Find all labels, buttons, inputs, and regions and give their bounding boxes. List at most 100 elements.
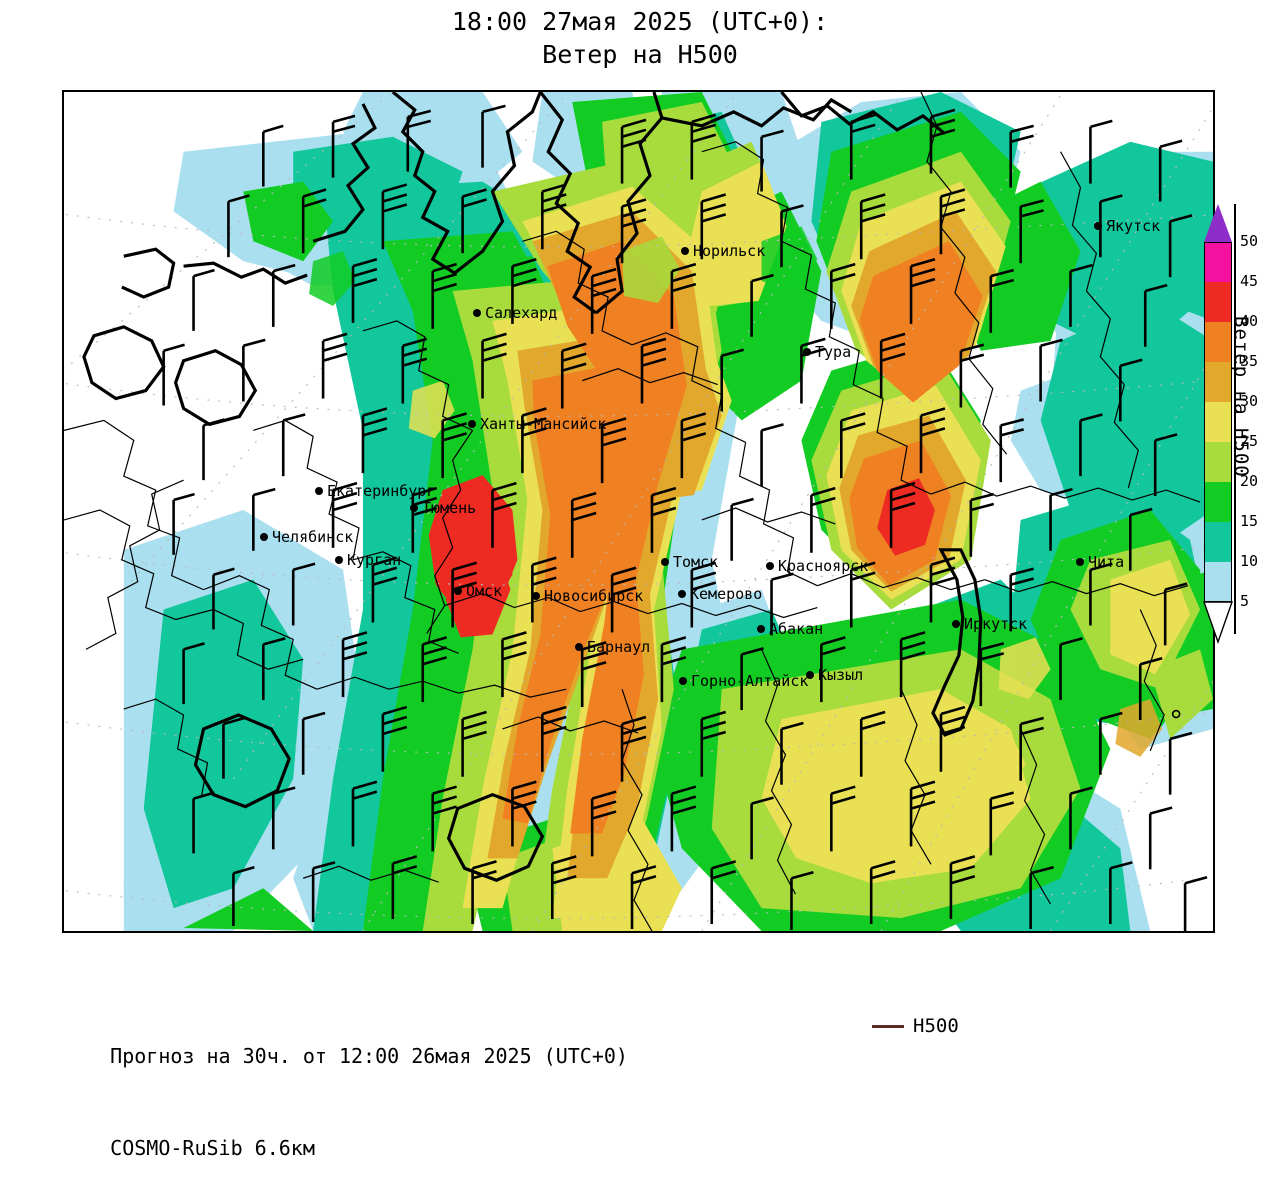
city-marker-17: Барнаул bbox=[575, 638, 650, 656]
city-dot-icon bbox=[532, 592, 540, 600]
colorbar-tick-35: 35 bbox=[1240, 352, 1259, 370]
colorbar-tick-10: 10 bbox=[1240, 552, 1259, 570]
city-dot-icon bbox=[681, 247, 689, 255]
city-marker-7: Челябинск bbox=[260, 528, 353, 546]
wind-speed-shading bbox=[123, 92, 1213, 931]
city-label: Ханты-Мансийск bbox=[480, 415, 607, 433]
city-label: Кемерово bbox=[690, 585, 763, 603]
city-dot-icon bbox=[803, 348, 811, 356]
city-label: Абакан bbox=[769, 620, 824, 638]
city-marker-5: Екатеринбург bbox=[315, 482, 435, 500]
wind-barbs bbox=[162, 104, 1208, 931]
city-dot-icon bbox=[468, 420, 476, 428]
city-dot-icon bbox=[335, 556, 343, 564]
colorbar-axis bbox=[1234, 204, 1236, 634]
colorbar-band-15-20 bbox=[1204, 482, 1232, 522]
h500-legend-label: H500 bbox=[913, 1015, 959, 1037]
footer-row-model: COSMO-RuSib 6.6км bbox=[62, 1102, 1262, 1160]
city-dot-icon bbox=[1076, 558, 1084, 566]
map-frame[interactable]: Якутск Норильск Салехард Тура Ханты-Мансийск… bbox=[62, 90, 1215, 933]
city-label: Норильск bbox=[693, 242, 766, 260]
weather-map-canvas[interactable] bbox=[64, 92, 1213, 931]
city-label: Новосибирск bbox=[544, 587, 644, 605]
city-label: Челябинск bbox=[272, 528, 354, 546]
city-dot-icon bbox=[661, 558, 669, 566]
city-marker-15: Абакан bbox=[757, 620, 823, 638]
city-dot-icon bbox=[454, 587, 462, 595]
coastline bbox=[82, 92, 983, 882]
station-marker-icon bbox=[1171, 709, 1181, 719]
colorbar-bands bbox=[1204, 242, 1232, 602]
city-dot-icon bbox=[952, 620, 960, 628]
city-marker-12: Омск bbox=[454, 582, 502, 600]
city-marker-2: Салехард bbox=[473, 304, 557, 322]
forecast-text: Прогноз на 30ч. от 12:00 26мая 2025 (UTC… bbox=[110, 1044, 628, 1068]
colorbar-tick-20: 20 bbox=[1240, 472, 1259, 490]
colorbar-band-20-25 bbox=[1204, 442, 1232, 482]
city-label: Кызыл bbox=[818, 666, 864, 684]
city-marker-10: Красноярск bbox=[766, 557, 868, 575]
colorbar-title: Ветер на H500 bbox=[1230, 316, 1252, 478]
colorbar-band-5-10 bbox=[1204, 562, 1232, 602]
colorbar-tick-25: 25 bbox=[1240, 432, 1259, 450]
colorbar-tick-45: 45 bbox=[1240, 272, 1259, 290]
title-line-datetime: 18:00 27мая 2025 (UTC+0): bbox=[451, 7, 829, 36]
city-label: Курган bbox=[347, 551, 402, 569]
city-dot-icon bbox=[766, 562, 774, 570]
colorbar-band-25-30 bbox=[1204, 402, 1232, 442]
chart-title-block: 18:00 27мая 2025 (UTC+0): Ветер на H500 bbox=[0, 6, 1280, 71]
city-dot-icon bbox=[806, 671, 814, 679]
city-label: Екатеринбург bbox=[327, 482, 436, 500]
city-dot-icon bbox=[1094, 222, 1102, 230]
city-dot-icon bbox=[260, 533, 268, 541]
city-label: Чита bbox=[1088, 553, 1125, 571]
city-dot-icon bbox=[679, 677, 687, 685]
colorbar-band-40-45 bbox=[1204, 282, 1232, 322]
colorbar-over-arrow bbox=[1204, 204, 1232, 242]
city-label: Якутск bbox=[1106, 217, 1161, 235]
colorbar-tick-30: 30 bbox=[1240, 392, 1259, 410]
city-marker-19: Кызыл bbox=[806, 666, 863, 684]
model-text: COSMO-RuSib 6.6км bbox=[110, 1136, 315, 1160]
city-label: Иркутск bbox=[964, 615, 1028, 633]
city-label: Горно-Алтайск bbox=[691, 672, 809, 690]
city-dot-icon bbox=[410, 504, 418, 512]
city-label: Салехард bbox=[485, 304, 558, 322]
colorbar-tick-50: 50 bbox=[1240, 232, 1259, 250]
city-marker-4: Ханты-Мансийск bbox=[468, 415, 606, 433]
colorbar-band-45-50 bbox=[1204, 242, 1232, 282]
city-marker-11: Чита bbox=[1076, 553, 1124, 571]
city-label: Тура bbox=[815, 343, 852, 361]
city-marker-14: Кемерово bbox=[678, 585, 762, 603]
h500-line-icon bbox=[872, 1025, 904, 1029]
city-dot-icon bbox=[757, 625, 765, 633]
city-marker-3: Тура bbox=[803, 343, 851, 361]
city-marker-1: Норильск bbox=[681, 242, 765, 260]
lat-lon-gridlines bbox=[64, 92, 1213, 931]
city-dot-icon bbox=[678, 590, 686, 598]
city-marker-18: Горно-Алтайск bbox=[679, 672, 808, 690]
footer: Прогноз на 30ч. от 12:00 26мая 2025 (UTC… bbox=[62, 948, 1262, 1163]
city-label: Красноярск bbox=[778, 557, 869, 575]
city-marker-16: Иркутск bbox=[952, 615, 1027, 633]
city-dot-icon bbox=[473, 309, 481, 317]
city-marker-13: Новосибирск bbox=[532, 587, 643, 605]
colorbar-band-35-40 bbox=[1204, 322, 1232, 362]
city-dot-icon bbox=[575, 643, 583, 651]
city-marker-8: Курган bbox=[335, 551, 401, 569]
colorbar-band-30-35 bbox=[1204, 362, 1232, 402]
title-line-variable: Ветер на H500 bbox=[542, 39, 738, 69]
footer-row-forecast: Прогноз на 30ч. от 12:00 26мая 2025 (UTC… bbox=[62, 1010, 1262, 1068]
city-dot-icon bbox=[315, 487, 323, 495]
colorbar-tick-15: 15 bbox=[1240, 512, 1259, 530]
colorbar-band-10-15 bbox=[1204, 522, 1232, 562]
city-label: Тюмень bbox=[422, 499, 477, 517]
h500-legend: H500 bbox=[872, 1012, 959, 1041]
city-marker-0: Якутск bbox=[1094, 217, 1160, 235]
city-marker-6: Тюмень bbox=[410, 499, 476, 517]
colorbar-tick-40: 40 bbox=[1240, 312, 1259, 330]
city-label: Омск bbox=[466, 582, 503, 600]
colorbar: 50 45 40 35 30 25 20 15 10 5 Ветер на H500 bbox=[1196, 196, 1280, 656]
city-label: Барнаул bbox=[587, 638, 651, 656]
city-label: Томск bbox=[673, 553, 719, 571]
